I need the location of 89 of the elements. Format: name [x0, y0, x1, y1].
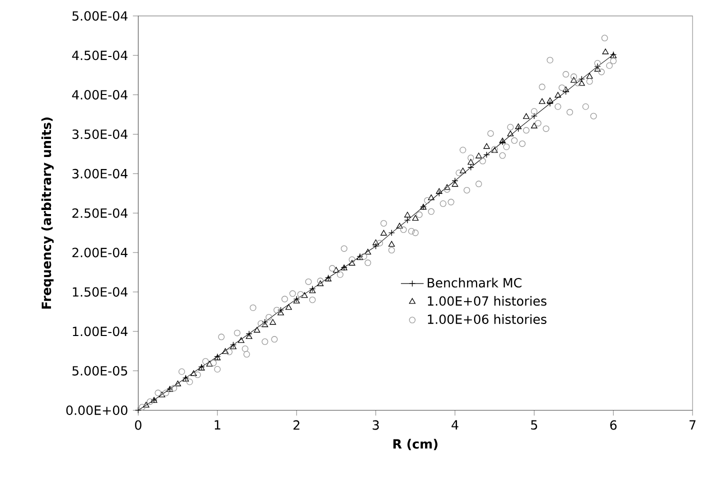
- x-axis-title: R (cm): [393, 438, 438, 450]
- point: [278, 306, 284, 314]
- point: [570, 76, 577, 82]
- point: [246, 333, 252, 339]
- point: [412, 214, 419, 220]
- point: [436, 188, 442, 194]
- point: [388, 240, 395, 246]
- legend-label: Benchmark MC: [428, 278, 522, 288]
- point: [444, 184, 450, 190]
- x-tick-label: 2: [294, 420, 300, 430]
- point: [388, 229, 395, 236]
- point: [538, 98, 546, 104]
- point: [530, 112, 538, 120]
- point: [372, 239, 379, 245]
- point: [515, 123, 522, 129]
- point: [530, 122, 538, 128]
- y-tick-label: 2.00E-04: [72, 248, 128, 258]
- point: [523, 113, 530, 119]
- point: [238, 337, 244, 343]
- point: [301, 292, 308, 298]
- y-tick-label: 0.00E+00: [66, 405, 128, 415]
- x-tick-label: 0: [135, 420, 142, 430]
- point: [428, 194, 434, 200]
- point: [293, 296, 300, 302]
- point: [546, 100, 554, 107]
- point: [206, 360, 213, 366]
- point: [285, 304, 292, 310]
- y-tick-label: 4.50E-04: [72, 50, 128, 60]
- point: [476, 152, 482, 158]
- point: [507, 130, 514, 136]
- point: [578, 76, 585, 82]
- x-tick-label: 4: [452, 420, 458, 430]
- point: [309, 285, 316, 292]
- point: [546, 97, 554, 103]
- point: [270, 318, 276, 325]
- y-tick-label: 2.50E-04: [72, 208, 128, 218]
- point: [158, 391, 166, 398]
- x-tick-label: 7: [690, 420, 696, 430]
- point: [262, 318, 268, 326]
- x-tick-label: 3: [372, 420, 379, 430]
- x-tick-label: 5: [531, 420, 538, 430]
- point: [499, 138, 506, 146]
- point: [499, 138, 506, 144]
- point: [332, 266, 340, 273]
- point: [452, 180, 458, 187]
- point: [364, 248, 372, 254]
- point: [142, 402, 150, 408]
- point: [460, 167, 466, 174]
- y-tick-label: 3.50E-04: [72, 129, 128, 139]
- point: [230, 343, 236, 350]
- point: [254, 326, 260, 332]
- point: [230, 341, 236, 348]
- x-tick-label: 6: [610, 420, 617, 430]
- point: [222, 348, 229, 354]
- legend-label: 1.00E+07 histories: [428, 296, 546, 306]
- legend-label: 1.00E+06 histories: [428, 314, 546, 324]
- point: [554, 92, 562, 98]
- point: [348, 260, 356, 266]
- y-tick-label: 5.00E-04: [72, 11, 128, 21]
- point: [174, 380, 182, 386]
- y-tick-label: 1.00E-04: [72, 326, 128, 336]
- point: [578, 80, 585, 86]
- point: [262, 321, 268, 327]
- point: [404, 212, 411, 218]
- point: [396, 222, 403, 228]
- point: [190, 370, 197, 376]
- y-tick-label: 3.00E-04: [72, 168, 128, 178]
- point: [594, 63, 601, 70]
- x-tick-label: 1: [214, 420, 220, 430]
- point: [404, 216, 411, 224]
- point: [317, 280, 324, 286]
- y-tick-label: 4.00E-04: [72, 90, 128, 100]
- point: [309, 287, 316, 294]
- point: [468, 164, 474, 170]
- point: [246, 330, 252, 337]
- point: [602, 48, 609, 54]
- point: [468, 158, 474, 164]
- y-tick-label: 5.00E-05: [72, 366, 128, 376]
- y-axis-title: Frequency (arbitrary units): [41, 117, 54, 308]
- point: [594, 66, 601, 72]
- point: [562, 86, 570, 92]
- point: [483, 143, 490, 149]
- point: [293, 298, 300, 304]
- point: [586, 72, 593, 79]
- point: [483, 151, 490, 158]
- y-tick-label: 1.50E-04: [72, 287, 128, 297]
- point: [380, 230, 387, 236]
- point: [452, 177, 458, 184]
- point: [278, 309, 284, 316]
